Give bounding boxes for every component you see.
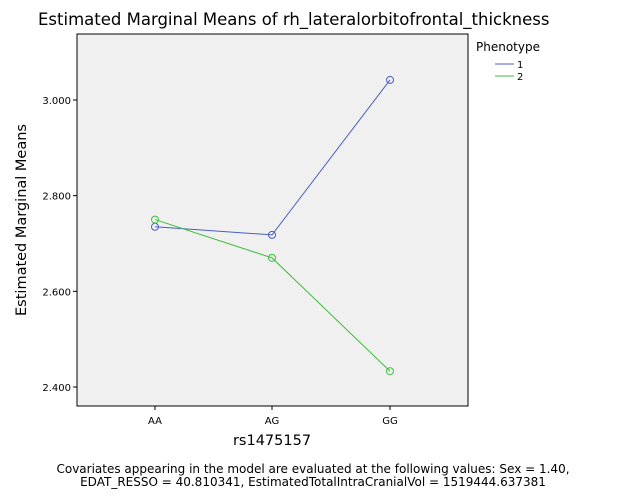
legend-title: Phenotype	[476, 40, 540, 54]
x-tick-label: AG	[265, 416, 279, 427]
data-point-1-AG	[268, 230, 276, 239]
x-tick-label: GG	[382, 416, 398, 427]
y-axis: 2.400 2.600 2.800 3.000	[42, 96, 77, 394]
legend: Phenotype 12	[476, 40, 540, 83]
y-tick-label: 2.600	[42, 287, 71, 298]
data-point-1-GG	[386, 75, 394, 84]
legend-label-2: 2	[517, 72, 523, 83]
chart-title: Estimated Marginal Means of rh_lateralor…	[38, 10, 550, 29]
x-axis: AA AG GG	[148, 406, 398, 427]
y-tick-label: 3.000	[42, 96, 71, 107]
plot-area	[76, 33, 469, 407]
legend-label-1: 1	[517, 60, 523, 71]
data-point-2-GG	[386, 367, 394, 376]
series-line-2	[154, 219, 391, 372]
y-axis-label: Estimated Marginal Means	[14, 124, 30, 316]
data-point-2-AG	[268, 253, 276, 262]
y-tick-label: 2.400	[42, 383, 71, 394]
y-tick-label: 2.800	[42, 192, 71, 203]
x-axis-label: rs1475157	[233, 433, 311, 449]
footnote-line-2: EDAT_RESSO = 40.810341, EstimatedTotalIn…	[80, 475, 546, 489]
data-point-2-AA	[151, 215, 159, 224]
series-line-1	[154, 79, 391, 236]
series-layer	[151, 75, 394, 376]
x-tick-label: AA	[148, 416, 162, 427]
footnote: Covariates appearing in the model are ev…	[0, 463, 626, 489]
footnote-line-1: Covariates appearing in the model are ev…	[56, 462, 570, 476]
